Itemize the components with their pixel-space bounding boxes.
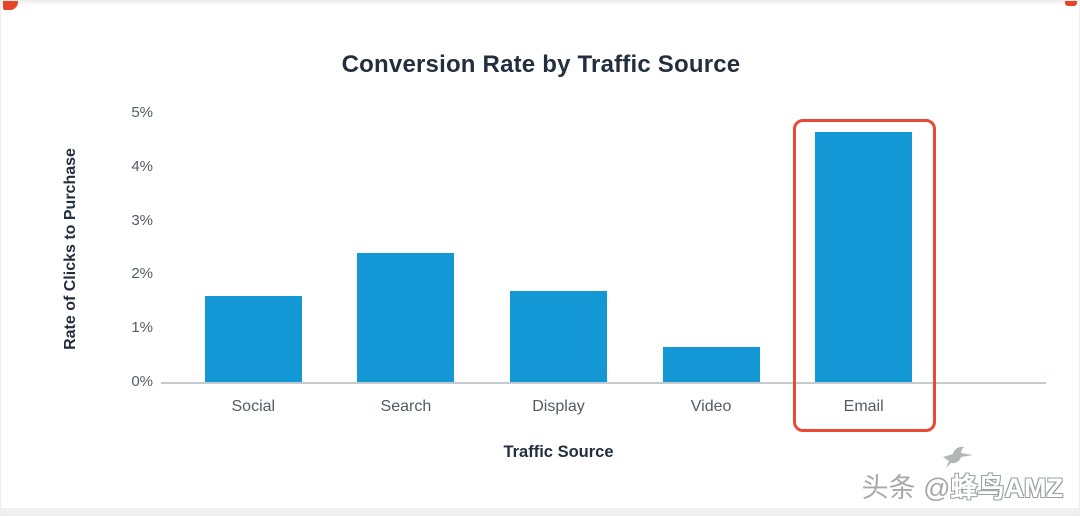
category-label-display: Display: [532, 398, 585, 415]
watermark-prefix: 头条 @: [861, 473, 951, 503]
y-axis-title: Rate of Clicks to Purchase: [62, 148, 79, 350]
bar-social[interactable]: [204, 295, 302, 382]
y-tick-2: 2%: [131, 265, 153, 283]
bar-column-email: [787, 113, 940, 382]
category-label-search: Search: [380, 398, 432, 415]
y-tick-1: 1%: [131, 319, 153, 337]
y-tick-0: 0%: [131, 373, 153, 390]
bar-column-search: [330, 113, 483, 382]
category-label-video: Video: [690, 398, 732, 415]
y-tick-3: 3%: [131, 211, 153, 229]
bar-search[interactable]: [357, 252, 455, 382]
chart-title: Conversion Rate by Traffic Source: [341, 51, 741, 78]
crop-artifact-right: [1065, 1, 1077, 6]
bar-video[interactable]: [662, 347, 760, 382]
watermark: 头条 @蜂鸟AMZ: [862, 444, 1063, 505]
x-axis-title: Traffic Source: [503, 443, 614, 461]
top-edge-strip: [1, 1, 1079, 4]
watermark-text: 头条 @蜂鸟AMZ: [862, 466, 1063, 505]
crop-artifact-left: [3, 1, 18, 10]
bar-column-display: [482, 113, 635, 382]
bar-column-social: [177, 113, 330, 382]
category-labels: Social Search Display Video Email: [177, 398, 940, 416]
bar-display[interactable]: [509, 290, 607, 382]
y-ticks: 0% 1% 2% 3% 4% 5%: [91, 1, 153, 517]
bottom-edge-strip: [1, 508, 1079, 515]
bar-email[interactable]: [815, 131, 913, 382]
x-axis-line: [161, 382, 1046, 384]
category-label-social: Social: [231, 398, 276, 415]
y-tick-4: 4%: [131, 157, 153, 175]
hummingbird-logo-icon: [943, 446, 973, 468]
y-tick-5: 5%: [131, 104, 153, 121]
bar-column-video: [635, 113, 788, 382]
category-label-email: Email: [843, 398, 884, 415]
bars: [177, 113, 940, 382]
watermark-brand: 蜂鸟AMZ: [950, 473, 1063, 503]
